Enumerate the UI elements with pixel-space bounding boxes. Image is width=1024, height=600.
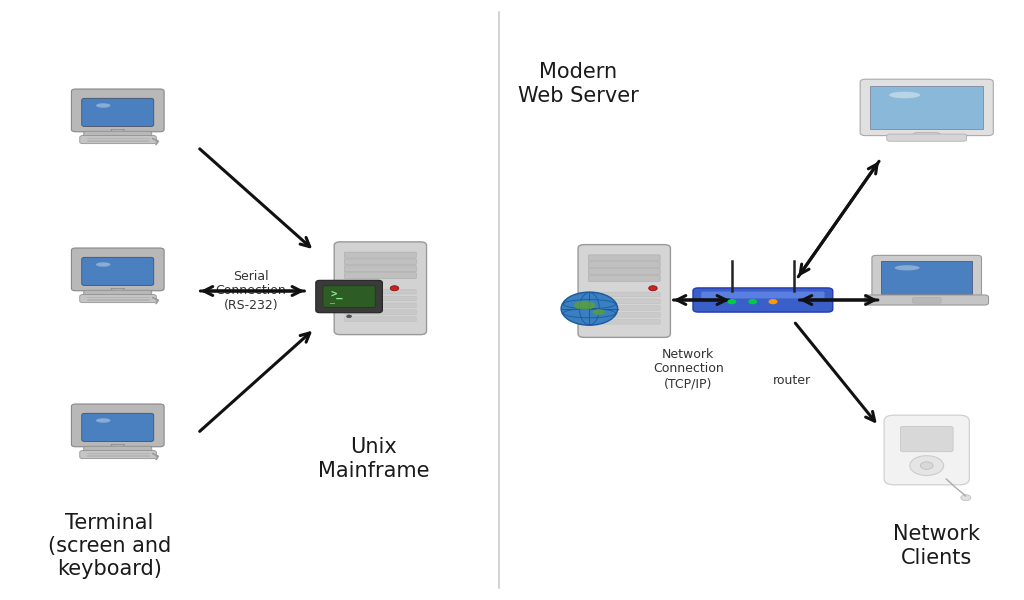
FancyBboxPatch shape	[701, 292, 824, 298]
FancyBboxPatch shape	[588, 292, 660, 297]
FancyBboxPatch shape	[344, 317, 417, 322]
FancyBboxPatch shape	[84, 446, 152, 454]
Text: —: —	[330, 299, 335, 308]
FancyBboxPatch shape	[588, 275, 660, 281]
FancyBboxPatch shape	[900, 426, 953, 452]
FancyBboxPatch shape	[912, 298, 941, 303]
FancyBboxPatch shape	[860, 79, 993, 136]
FancyBboxPatch shape	[344, 259, 417, 265]
Text: Network
Clients: Network Clients	[894, 524, 980, 568]
FancyBboxPatch shape	[315, 280, 382, 313]
FancyBboxPatch shape	[870, 86, 983, 128]
FancyBboxPatch shape	[84, 290, 152, 298]
FancyBboxPatch shape	[881, 261, 973, 295]
FancyBboxPatch shape	[588, 319, 660, 324]
Text: Serial
Connection
(RS-232): Serial Connection (RS-232)	[215, 269, 287, 313]
FancyBboxPatch shape	[588, 306, 660, 310]
FancyBboxPatch shape	[334, 242, 427, 335]
Circle shape	[347, 315, 351, 318]
Polygon shape	[907, 133, 946, 137]
Text: >_: >_	[330, 289, 343, 299]
FancyBboxPatch shape	[82, 413, 154, 442]
FancyBboxPatch shape	[82, 98, 154, 127]
FancyBboxPatch shape	[588, 255, 660, 261]
Circle shape	[390, 286, 398, 291]
Ellipse shape	[96, 418, 111, 423]
Text: Unix
Mainframe: Unix Mainframe	[318, 437, 429, 481]
Ellipse shape	[593, 309, 605, 315]
FancyBboxPatch shape	[323, 286, 375, 307]
FancyBboxPatch shape	[872, 256, 981, 300]
FancyBboxPatch shape	[588, 262, 660, 268]
Circle shape	[561, 292, 617, 325]
Ellipse shape	[96, 262, 111, 267]
Text: Network
Connection
(TCP/IP): Network Connection (TCP/IP)	[652, 347, 724, 391]
FancyBboxPatch shape	[344, 296, 417, 301]
FancyBboxPatch shape	[344, 310, 417, 314]
FancyBboxPatch shape	[887, 134, 967, 141]
Circle shape	[649, 286, 657, 291]
Ellipse shape	[96, 103, 111, 108]
Polygon shape	[111, 445, 125, 448]
FancyBboxPatch shape	[588, 299, 660, 304]
Circle shape	[961, 495, 971, 500]
FancyBboxPatch shape	[588, 269, 660, 274]
Circle shape	[921, 462, 933, 469]
FancyBboxPatch shape	[80, 451, 157, 458]
FancyBboxPatch shape	[84, 131, 152, 139]
FancyBboxPatch shape	[344, 266, 417, 272]
FancyBboxPatch shape	[344, 252, 417, 258]
FancyBboxPatch shape	[344, 303, 417, 308]
Polygon shape	[111, 289, 125, 292]
FancyBboxPatch shape	[578, 245, 671, 337]
FancyBboxPatch shape	[588, 313, 660, 317]
Polygon shape	[111, 130, 125, 133]
Text: router: router	[772, 374, 811, 388]
FancyBboxPatch shape	[72, 248, 164, 291]
Ellipse shape	[889, 92, 921, 98]
Circle shape	[749, 299, 758, 304]
Text: Terminal
(screen and
keyboard): Terminal (screen and keyboard)	[48, 513, 171, 579]
FancyBboxPatch shape	[72, 89, 164, 132]
FancyBboxPatch shape	[82, 257, 154, 286]
FancyBboxPatch shape	[344, 272, 417, 278]
Circle shape	[727, 299, 736, 304]
FancyBboxPatch shape	[344, 289, 417, 294]
FancyBboxPatch shape	[80, 136, 157, 143]
Ellipse shape	[895, 265, 920, 271]
Ellipse shape	[574, 301, 595, 310]
FancyBboxPatch shape	[72, 404, 164, 447]
FancyBboxPatch shape	[693, 288, 833, 312]
FancyBboxPatch shape	[865, 295, 988, 305]
Circle shape	[910, 455, 944, 475]
FancyBboxPatch shape	[80, 295, 157, 302]
Text: Modern
Web Server: Modern Web Server	[518, 62, 639, 106]
FancyBboxPatch shape	[884, 415, 970, 485]
Circle shape	[768, 299, 777, 304]
